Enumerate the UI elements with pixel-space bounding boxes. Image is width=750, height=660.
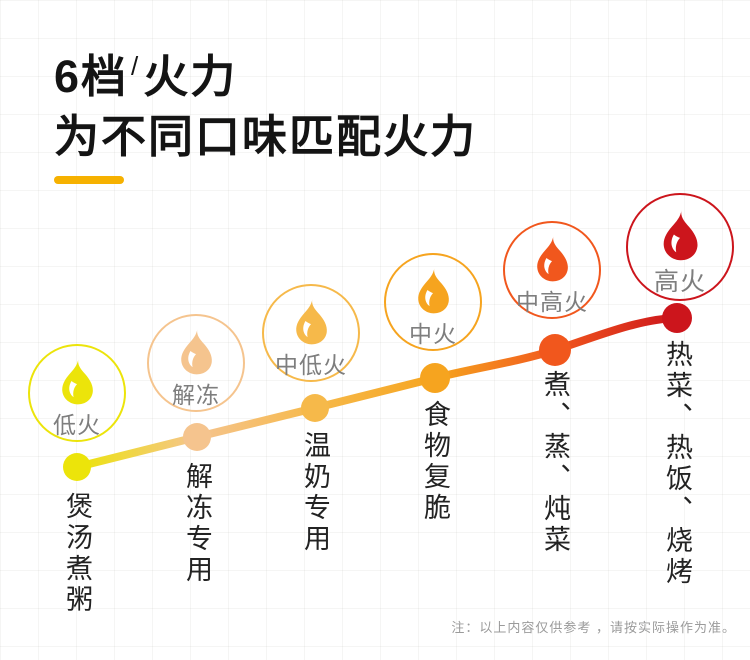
stage-label: 解冻 <box>172 382 220 408</box>
stage-label: 中低火 <box>275 352 347 378</box>
data-point-high <box>662 303 692 333</box>
header: 6档/火力 为不同口味匹配火力 <box>54 36 477 167</box>
stage-description-high: 热菜、热饭、烧烤 <box>662 340 692 588</box>
flame-icon <box>296 298 327 345</box>
stage-badge-medlow: 中低火 <box>262 284 360 382</box>
stage-description-medlow: 温奶专用 <box>300 431 330 555</box>
page-title: 6档/火力 <box>54 36 477 107</box>
stage-label: 低火 <box>53 412 101 438</box>
stage-description-low: 煲汤煮粥 <box>62 492 92 616</box>
flame-icon <box>62 358 93 405</box>
stage-label: 中火 <box>409 321 457 347</box>
page-subtitle: 为不同口味匹配火力 <box>54 111 478 162</box>
stage-badge-low: 低火 <box>28 344 126 442</box>
stage-label: 中高火 <box>516 289 588 315</box>
stage-badge-high: 高火 <box>626 193 734 301</box>
footnote: 注：以上内容仅供参考 ，请按实际操作为准。 <box>451 620 736 635</box>
data-point-low <box>63 453 91 481</box>
data-point-medhigh <box>539 334 571 366</box>
title-slash-mark: / <box>131 51 141 81</box>
stage-badge-medhigh: 中高火 <box>503 221 601 319</box>
stage-badge-medium: 中火 <box>384 253 482 351</box>
title-prefix: 6档 <box>54 51 129 102</box>
flame-icon <box>537 235 568 282</box>
title-suffix: 火力 <box>143 51 238 102</box>
stage-description-defrost: 解冻专用 <box>182 462 212 586</box>
data-point-medium <box>420 363 450 393</box>
stage-badge-defrost: 解冻 <box>147 314 245 412</box>
flame-icon <box>663 209 698 261</box>
flame-icon <box>418 267 449 314</box>
data-point-medlow <box>301 394 329 422</box>
flame-icon <box>181 328 212 375</box>
data-point-defrost <box>183 423 211 451</box>
stage-description-medium: 食物复脆 <box>420 400 450 524</box>
stage-description-medhigh: 煮、蒸、炖菜 <box>540 370 570 556</box>
stage-label: 高火 <box>653 268 706 296</box>
accent-underline <box>54 176 124 184</box>
